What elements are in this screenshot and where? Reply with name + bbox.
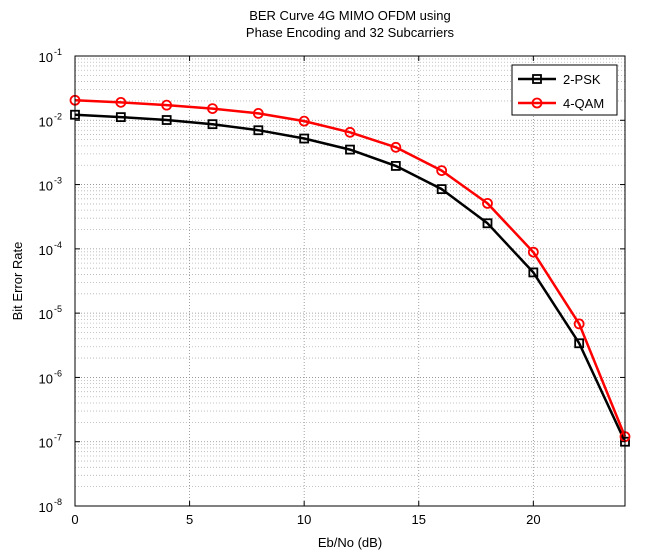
data-point-2psk — [528, 267, 539, 278]
legend-box — [511, 64, 618, 116]
x-tick-label: 10 — [297, 512, 311, 527]
axis-ticks — [74, 55, 625, 507]
y-tick-label: 10 — [39, 50, 53, 65]
data-point-4qam — [252, 107, 264, 119]
y-tick-label: 10 — [39, 179, 53, 194]
y-tick-label: 10 — [39, 436, 53, 451]
data-point-2psk — [482, 218, 493, 229]
y-tick-exponent: -6 — [54, 368, 62, 378]
x-tick-label: 20 — [526, 512, 540, 527]
data-point-4qam — [344, 126, 356, 138]
data-point-2psk — [115, 112, 126, 123]
y-tick-label: 10 — [39, 500, 53, 515]
data-point-4qam — [573, 318, 585, 330]
x-tick-labels: 0 5 10 15 20 — [71, 512, 540, 527]
legend: 2-PSK 4-QAM — [511, 64, 618, 116]
data-point-2psk — [207, 119, 218, 130]
x-axis-label: Eb/No (dB) — [318, 535, 382, 550]
data-point-2psk — [345, 144, 355, 155]
data-point-2psk — [253, 125, 264, 136]
data-point-4qam — [527, 246, 539, 258]
y-tick-exponent: -5 — [54, 304, 62, 314]
x-tick-label: 15 — [412, 512, 426, 527]
y-tick-label: 10 — [39, 114, 53, 129]
data-point-2psk — [436, 184, 447, 195]
y-axis-label: Bit Error Rate — [10, 242, 25, 321]
data-point-4qam — [161, 99, 173, 111]
data-point-2psk — [574, 338, 585, 349]
y-tick-labels: 10-810-710-610-510-410-310-210-1 — [39, 47, 62, 515]
data-point-4qam — [482, 197, 493, 209]
y-tick-label: 10 — [39, 307, 53, 322]
plot-frame — [74, 55, 626, 507]
data-point-2psk — [390, 161, 401, 171]
data-point-4qam — [390, 141, 402, 153]
y-tick-exponent: -3 — [54, 176, 62, 186]
legend-label-4qam: 4-QAM — [563, 96, 604, 111]
legend-label-2psk: 2-PSK — [563, 72, 601, 87]
y-tick-exponent: -7 — [54, 433, 62, 443]
y-tick-exponent: -2 — [54, 111, 62, 121]
data-point-2psk — [299, 133, 310, 144]
legend-marker-2psk — [532, 74, 542, 84]
series-line-2psk — [74, 113, 627, 443]
data-point-2psk — [161, 115, 172, 125]
chart-title-line-2: Phase Encoding and 32 Subcarriers — [246, 25, 455, 40]
x-tick-label: 0 — [71, 512, 78, 527]
series-line-4qam — [74, 98, 627, 438]
y-tick-label: 10 — [39, 243, 53, 258]
y-tick-exponent: -8 — [54, 497, 62, 507]
chart-title-line-1: BER Curve 4G MIMO OFDM using — [249, 8, 451, 23]
data-point-4qam — [436, 165, 448, 176]
plot-area — [75, 56, 625, 506]
data-point-4qam — [298, 115, 310, 127]
data-point-4qam — [207, 103, 218, 114]
y-tick-exponent: -1 — [54, 47, 62, 57]
y-tick-label: 10 — [39, 371, 53, 386]
y-tick-exponent: -4 — [54, 240, 62, 250]
data-point-4qam — [115, 96, 127, 108]
x-tick-label: 5 — [186, 512, 193, 527]
legend-marker-4qam — [531, 97, 543, 109]
